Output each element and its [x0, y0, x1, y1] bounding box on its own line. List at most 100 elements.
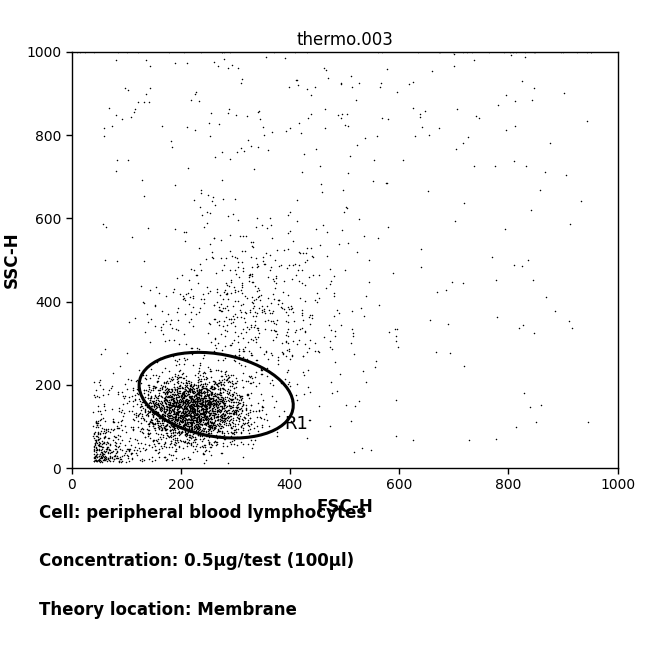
Point	[162, 387, 173, 397]
Point	[201, 374, 211, 384]
Point	[200, 399, 211, 410]
Point	[523, 254, 533, 265]
Point	[292, 339, 302, 349]
Point	[159, 413, 170, 424]
Point	[233, 63, 244, 73]
Point	[108, 446, 118, 456]
Point	[103, 454, 113, 464]
Point	[186, 391, 196, 401]
Point	[120, 379, 131, 389]
Point	[196, 413, 206, 424]
Point	[224, 411, 235, 421]
Point	[266, 262, 276, 272]
Point	[189, 408, 200, 418]
Point	[211, 411, 221, 422]
Point	[311, 288, 322, 298]
Point	[203, 391, 213, 401]
Point	[191, 270, 202, 280]
Point	[109, 417, 119, 428]
Point	[294, 248, 305, 259]
Point	[191, 410, 202, 420]
Point	[244, 324, 254, 334]
Point	[190, 423, 200, 434]
Point	[172, 404, 182, 414]
Point	[210, 395, 220, 406]
Point	[212, 396, 222, 406]
Point	[161, 421, 172, 431]
Point	[161, 378, 172, 388]
Point	[459, 361, 469, 371]
Point	[180, 436, 190, 446]
Point	[89, 452, 99, 463]
Point	[231, 408, 241, 418]
Point	[183, 397, 194, 408]
Point	[98, 449, 109, 460]
Point	[272, 328, 282, 339]
Point	[183, 162, 193, 173]
Point	[226, 288, 236, 298]
Point	[237, 280, 248, 290]
Point	[164, 405, 174, 415]
Point	[204, 394, 214, 404]
Point	[254, 303, 265, 313]
Point	[92, 421, 102, 431]
Point	[228, 382, 239, 393]
Point	[172, 414, 183, 424]
Point	[117, 425, 127, 436]
Point	[203, 393, 214, 404]
Point	[141, 374, 151, 384]
Point	[183, 414, 194, 424]
Point	[280, 337, 291, 347]
Point	[196, 294, 206, 304]
Point	[216, 328, 227, 339]
Point	[159, 336, 170, 346]
Point	[228, 428, 239, 439]
Point	[172, 392, 183, 402]
Point	[206, 412, 216, 423]
Point	[232, 399, 242, 410]
Point	[216, 379, 226, 389]
Point	[197, 424, 207, 435]
Point	[187, 424, 198, 434]
Point	[164, 366, 175, 376]
Point	[209, 408, 220, 418]
Point	[258, 402, 268, 413]
Point	[174, 413, 185, 424]
Point	[176, 410, 187, 420]
Point	[89, 436, 99, 446]
Point	[448, 49, 459, 59]
Point	[222, 386, 232, 396]
Point	[218, 400, 229, 410]
Point	[195, 408, 205, 419]
Point	[169, 387, 179, 397]
Point	[245, 269, 255, 280]
Point	[177, 387, 188, 397]
Point	[153, 385, 164, 395]
Point	[160, 408, 170, 419]
Point	[274, 411, 284, 421]
Point	[161, 430, 172, 441]
Point	[157, 384, 168, 394]
Point	[187, 401, 198, 411]
Point	[186, 437, 196, 448]
Point	[191, 421, 202, 431]
Point	[246, 400, 256, 410]
Point	[146, 452, 157, 462]
Point	[346, 415, 356, 426]
Point	[151, 434, 161, 445]
Point	[201, 426, 211, 436]
Point	[150, 397, 161, 408]
Point	[194, 366, 205, 376]
Point	[213, 414, 223, 424]
Point	[180, 419, 190, 429]
Point	[93, 439, 103, 450]
Point	[199, 412, 209, 423]
Point	[148, 382, 158, 393]
Point	[192, 396, 202, 407]
Point	[178, 421, 188, 431]
Point	[191, 417, 202, 428]
Point	[246, 237, 256, 248]
Point	[219, 417, 229, 427]
Point	[156, 380, 166, 390]
Point	[179, 436, 189, 447]
